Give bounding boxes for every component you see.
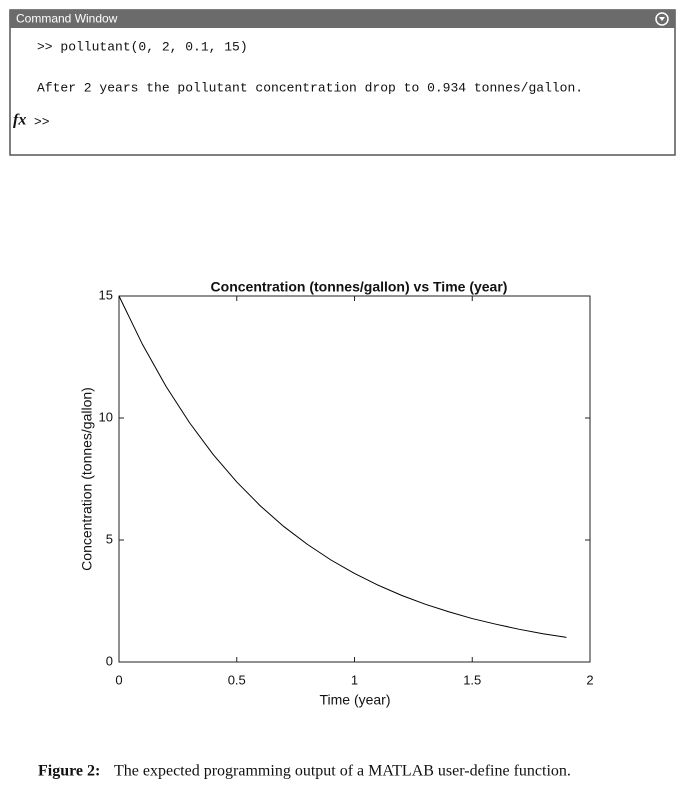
x-tick-label: 1.5 (463, 672, 481, 687)
y-tick-label: 0 (106, 653, 113, 668)
data-line (118, 295, 567, 638)
x-tick-label: 0.5 (228, 672, 246, 687)
command-output: After 2 years the pollutant concentratio… (37, 80, 583, 95)
command-window-header (10, 10, 675, 28)
x-axis-label: Time (year) (319, 692, 390, 708)
command-line: >> pollutant(0, 2, 0.1, 15) (37, 39, 248, 54)
x-tick-label: 0 (115, 672, 122, 687)
fx-icon: fx (13, 112, 26, 129)
menu-icon[interactable] (655, 12, 669, 26)
caption-label: Figure 2: (38, 763, 100, 780)
caption-text: The expected programming output of a MAT… (114, 763, 571, 780)
command-window-title: Command Window (16, 12, 118, 26)
prompt: >> (34, 114, 50, 129)
command-window (9, 9, 676, 156)
y-tick-label: 5 (106, 531, 113, 546)
chart-title: Concentration (tonnes/gallon) vs Time (y… (211, 279, 508, 295)
y-axis-label: Concentration (tonnes/gallon) (79, 387, 95, 571)
x-tick-label: 2 (586, 672, 593, 687)
x-tick-label: 1 (351, 672, 358, 687)
axes-box (118, 295, 591, 663)
y-tick-label: 15 (99, 287, 113, 302)
menu-icon-arrow (659, 17, 665, 21)
y-tick-label: 10 (99, 409, 113, 424)
